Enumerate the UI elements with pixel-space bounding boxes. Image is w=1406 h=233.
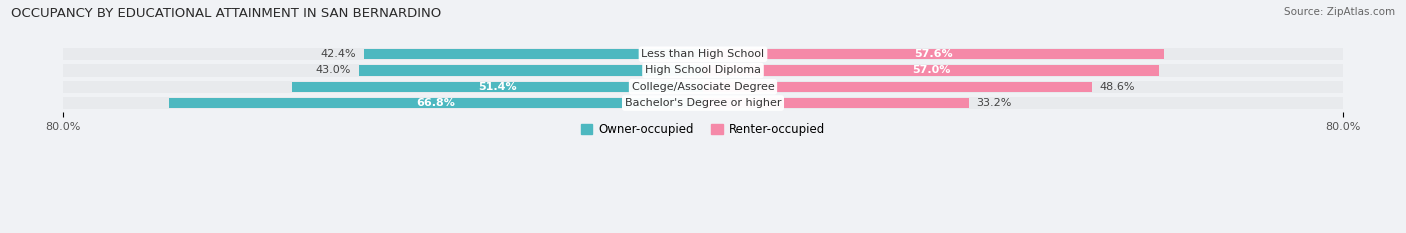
Text: Less than High School: Less than High School — [641, 49, 765, 59]
Bar — [703, 48, 1343, 60]
Bar — [703, 64, 1343, 77]
Text: College/Associate Degree: College/Associate Degree — [631, 82, 775, 92]
Text: 57.0%: 57.0% — [912, 65, 950, 75]
Bar — [63, 97, 703, 109]
Bar — [703, 98, 969, 108]
Bar — [63, 81, 703, 93]
Text: 43.0%: 43.0% — [315, 65, 352, 75]
Bar — [703, 82, 1092, 92]
Bar — [292, 82, 703, 92]
Text: Bachelor's Degree or higher: Bachelor's Degree or higher — [624, 98, 782, 108]
Bar — [703, 65, 1159, 75]
Bar — [63, 64, 703, 77]
Legend: Owner-occupied, Renter-occupied: Owner-occupied, Renter-occupied — [576, 118, 830, 141]
Bar — [703, 97, 1343, 109]
Text: 42.4%: 42.4% — [321, 49, 356, 59]
Text: Source: ZipAtlas.com: Source: ZipAtlas.com — [1284, 7, 1395, 17]
Bar — [169, 98, 703, 108]
Text: OCCUPANCY BY EDUCATIONAL ATTAINMENT IN SAN BERNARDINO: OCCUPANCY BY EDUCATIONAL ATTAINMENT IN S… — [11, 7, 441, 20]
Bar — [703, 49, 1164, 59]
Text: 57.6%: 57.6% — [914, 49, 953, 59]
Bar — [63, 48, 703, 60]
Text: 66.8%: 66.8% — [416, 98, 456, 108]
Bar — [364, 49, 703, 59]
Text: High School Diploma: High School Diploma — [645, 65, 761, 75]
Bar — [359, 65, 703, 75]
Bar — [703, 81, 1343, 93]
Text: 51.4%: 51.4% — [478, 82, 517, 92]
Text: 33.2%: 33.2% — [977, 98, 1012, 108]
Text: 48.6%: 48.6% — [1099, 82, 1135, 92]
